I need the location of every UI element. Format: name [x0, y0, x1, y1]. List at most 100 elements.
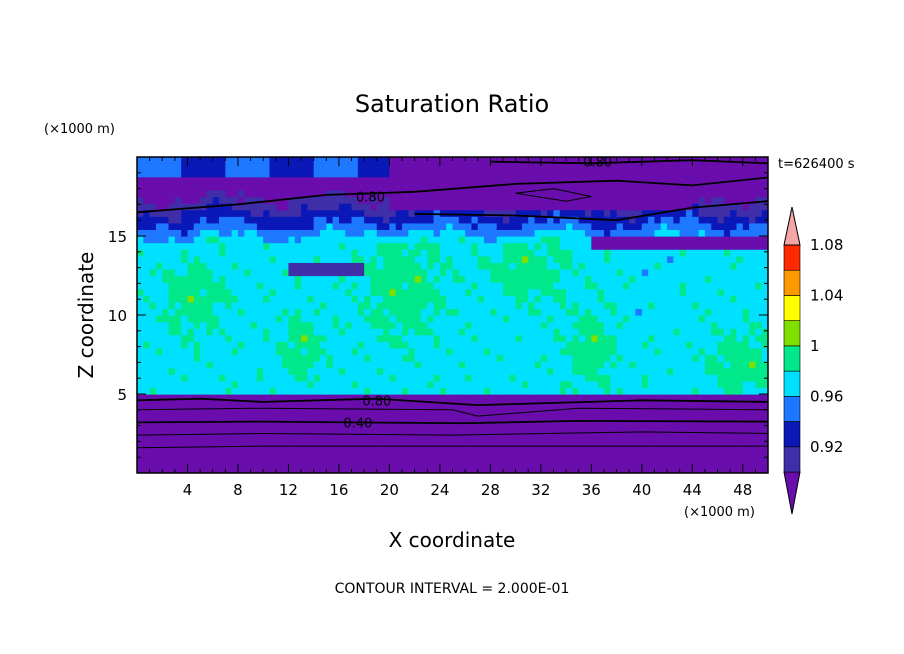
- field-cell: [692, 268, 700, 277]
- field-cell: [137, 328, 144, 336]
- field-cell: [244, 275, 252, 283]
- field-cell: [389, 196, 397, 204]
- field-cell: [704, 334, 712, 342]
- field-cell: [534, 308, 542, 316]
- field-cell: [408, 420, 416, 428]
- field-cell: [717, 334, 725, 342]
- field-cell: [275, 334, 283, 342]
- field-cell: [269, 308, 277, 316]
- field-cell: [370, 216, 378, 224]
- x-tick-label: 28: [481, 481, 500, 499]
- field-cell: [528, 367, 536, 375]
- field-cell: [458, 176, 466, 184]
- field-cell: [585, 394, 592, 402]
- field-cell: [730, 387, 738, 395]
- field-cell: [395, 321, 403, 329]
- field-cell: [282, 334, 290, 342]
- field-cell: [275, 394, 283, 402]
- field-cell: [572, 466, 580, 473]
- field-cell: [610, 328, 618, 336]
- field-cell: [168, 354, 176, 362]
- field-cell: [351, 288, 359, 296]
- field-cell: [667, 315, 674, 323]
- field-cell: [193, 446, 201, 454]
- field-cell: [654, 236, 662, 244]
- field-cell: [294, 163, 302, 171]
- field-cell: [471, 380, 479, 389]
- field-cell: [660, 328, 668, 336]
- field-cell: [484, 459, 491, 468]
- field-cell: [225, 315, 233, 323]
- x-tick-label: 44: [683, 481, 702, 499]
- field-cell: [685, 374, 693, 382]
- field-cell: [641, 334, 649, 342]
- field-cell: [168, 196, 176, 204]
- field-cell: [231, 420, 239, 428]
- field-cell: [742, 288, 750, 296]
- field-cell: [490, 466, 498, 473]
- field-cell: [578, 295, 586, 303]
- field-cell: [162, 407, 170, 415]
- field-cell: [755, 163, 763, 171]
- field-cell: [610, 394, 618, 402]
- field-cell: [256, 229, 264, 237]
- field-cell: [193, 347, 201, 356]
- field-cell: [357, 236, 365, 244]
- field-cell: [244, 380, 252, 389]
- field-cell: [685, 341, 693, 349]
- field-cell: [534, 420, 542, 428]
- field-cell: [219, 170, 226, 178]
- field-cell: [206, 157, 214, 165]
- field-cell: [572, 321, 580, 329]
- field-cell: [692, 255, 700, 263]
- field-cell: [679, 288, 687, 296]
- field-cell: [603, 170, 611, 178]
- field-cell: [364, 288, 372, 296]
- field-cell: [711, 249, 719, 257]
- field-cell: [351, 459, 359, 468]
- field-cell: [446, 170, 454, 178]
- field-cell: [490, 189, 498, 198]
- field-cell: [225, 459, 233, 468]
- field-cell: [414, 328, 422, 336]
- field-cell: [528, 354, 536, 362]
- field-cell: [307, 407, 315, 415]
- field-cell: [301, 347, 308, 356]
- field-cell: [364, 433, 372, 441]
- field-cell: [755, 288, 763, 296]
- field-cell: [616, 466, 624, 473]
- field-cell: [376, 157, 384, 165]
- field-cell: [515, 420, 523, 428]
- field-cell: [206, 374, 214, 382]
- field-cell: [389, 453, 397, 461]
- field-cell: [301, 268, 308, 277]
- field-cell: [137, 282, 144, 290]
- field-cell: [143, 170, 151, 178]
- field-cell: [155, 453, 163, 461]
- field-cell: [585, 176, 592, 184]
- field-cell: [685, 387, 693, 395]
- field-cell: [679, 315, 687, 323]
- field-cell: [742, 446, 750, 454]
- field-cell: [383, 446, 390, 454]
- field-cell: [433, 236, 441, 244]
- field-cell: [521, 413, 529, 421]
- field-cell: [521, 157, 529, 165]
- field-cell: [572, 420, 580, 428]
- field-cell: [269, 466, 277, 473]
- field-cell: [137, 196, 144, 204]
- field-cell: [307, 209, 315, 217]
- field-cell: [622, 426, 630, 435]
- field-cell: [427, 183, 435, 191]
- field-cell: [736, 400, 744, 408]
- field-cell: [332, 301, 340, 310]
- field-cell: [578, 453, 586, 461]
- field-cell: [761, 321, 768, 329]
- field-cell: [143, 288, 151, 296]
- field-cell: [244, 334, 252, 342]
- field-cell: [679, 433, 687, 441]
- field-cell: [231, 413, 239, 421]
- field-cell: [250, 288, 258, 296]
- field-cell: [654, 380, 662, 389]
- field-cell: [509, 446, 517, 454]
